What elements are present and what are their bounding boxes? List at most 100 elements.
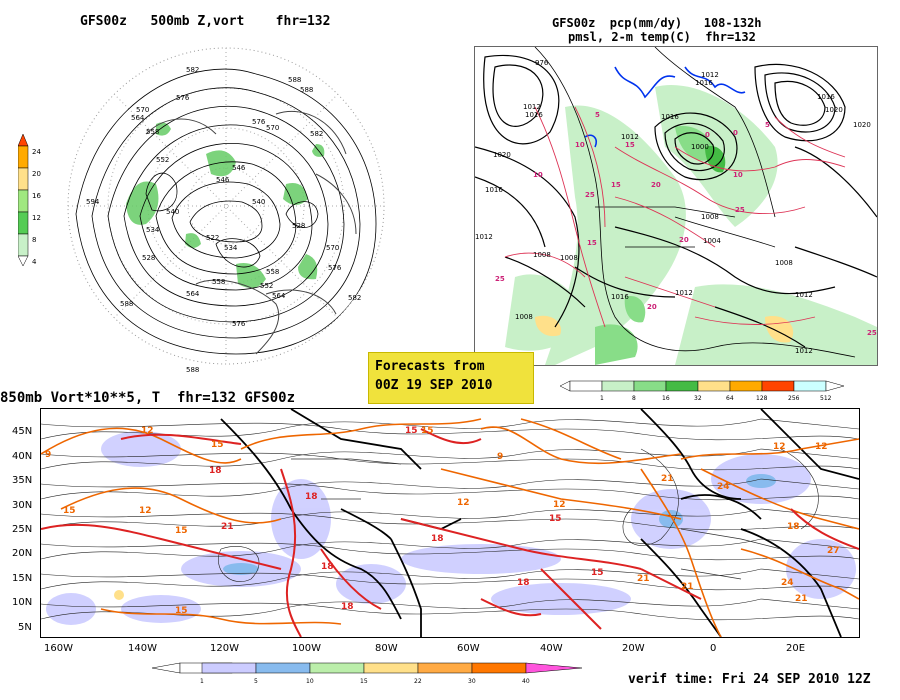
svg-text:21: 21 [661, 474, 674, 484]
pcp-map-svg: 976 1012 1016 1020 1016 1012 1008 1008 1… [475, 47, 877, 365]
contour-label: 546 [232, 164, 246, 172]
lon-label: 140W [128, 643, 157, 654]
svg-text:18: 18 [305, 492, 318, 502]
cb500-label-20: 20 [32, 170, 41, 178]
temp-contours [504, 106, 846, 328]
svg-text:25: 25 [585, 191, 595, 199]
panel-850mb-colorbar: 1 5 10 15 22 30 40 [150, 662, 590, 686]
contour-label: 528 [292, 222, 305, 230]
contour-label: 576 [232, 320, 246, 328]
svg-text:15: 15 [63, 506, 76, 516]
contour-label: 582 [186, 66, 199, 74]
contour-label: 558 [146, 128, 159, 136]
svg-text:15: 15 [211, 440, 224, 450]
contour-label: 552 [156, 156, 169, 164]
svg-text:12: 12 [457, 498, 470, 508]
contour-label: 582 [348, 294, 361, 302]
svg-text:18: 18 [321, 562, 334, 572]
lon-label: 20W [622, 643, 645, 654]
temp-labels-850: 9 12 15 18 15 21 18 12 15 18 15 12 9 15 … [45, 426, 840, 616]
lon-label: 60W [457, 643, 480, 654]
contour-label: 570 [326, 244, 339, 252]
svg-text:1000: 1000 [691, 143, 709, 151]
cbpcp-label: 32 [694, 395, 702, 402]
temp-contours-orange [41, 418, 859, 637]
svg-text:1016: 1016 [485, 186, 503, 194]
cb850-label: 10 [306, 678, 314, 685]
cb850-label: 15 [360, 678, 368, 685]
cbpcp-label: 64 [726, 395, 734, 402]
colorbar-pcp-svg: 1 8 16 32 64 128 256 512 [559, 380, 845, 402]
svg-text:18: 18 [431, 534, 444, 544]
svg-text:10: 10 [575, 141, 585, 149]
contour-label: 588 [300, 86, 313, 94]
vort-shading-max [114, 590, 124, 600]
panel-pcp-map: 976 1012 1016 1020 1016 1012 1008 1008 1… [474, 46, 878, 366]
svg-text:20: 20 [679, 236, 689, 244]
cb850-label: 22 [414, 678, 422, 685]
svg-text:18: 18 [209, 466, 222, 476]
contour-label: 588 [186, 366, 199, 374]
svg-text:1012: 1012 [795, 291, 813, 299]
contour-label: 558 [212, 278, 225, 286]
svg-text:1008: 1008 [515, 313, 533, 321]
svg-text:25: 25 [495, 275, 505, 283]
svg-text:0: 0 [733, 129, 738, 137]
contour-label: 576 [252, 118, 266, 126]
colorbar-500mb-tip [17, 133, 29, 147]
contour-label: 588 [288, 76, 301, 84]
svg-text:1008: 1008 [533, 251, 551, 259]
svg-text:25: 25 [867, 329, 877, 337]
svg-text:1016: 1016 [611, 293, 629, 301]
contour-label: 546 [216, 176, 230, 184]
svg-text:1020: 1020 [853, 121, 871, 129]
svg-text:18: 18 [787, 522, 800, 532]
contour-label: 528 [142, 254, 155, 262]
pcp-coastlines [534, 47, 856, 358]
lat-label: 5N [18, 622, 32, 633]
svg-text:5: 5 [765, 121, 770, 129]
panel-850mb-title: 850mb Vort*10**5, T fhr=132 GFS00z [0, 390, 296, 406]
temp-labels: 5 10 15 20 25 25 10 15 20 25 0 0 5 10 15… [495, 111, 877, 337]
svg-text:1012: 1012 [475, 233, 493, 241]
svg-text:27: 27 [827, 546, 840, 556]
contour-label: 576 [328, 264, 342, 272]
svg-text:1004: 1004 [703, 237, 721, 245]
svg-text:15: 15 [405, 426, 418, 436]
svg-text:9: 9 [45, 450, 51, 460]
colorbar-850-svg: 1 5 10 15 22 30 40 [151, 662, 583, 685]
height-contours [75, 68, 377, 355]
contour-labels: 582 588 576 570 564 558 552 546 540 534 … [86, 66, 361, 374]
contour-label: 534 [146, 226, 160, 234]
svg-text:1008: 1008 [560, 254, 578, 262]
lon-label: 160W [44, 643, 73, 654]
svg-text:1008: 1008 [701, 213, 719, 221]
svg-text:1012: 1012 [795, 347, 813, 355]
svg-text:15: 15 [591, 568, 604, 578]
contour-label: 576 [176, 94, 190, 102]
cb500-label-16: 16 [32, 192, 41, 200]
svg-text:21: 21 [681, 582, 694, 592]
svg-text:18: 18 [341, 602, 354, 612]
lat-label: 40N [12, 451, 33, 462]
panel-850mb-map: 9 12 15 18 15 21 18 12 15 18 15 12 9 15 … [40, 408, 860, 638]
borders [291, 458, 782, 580]
cbpcp-label: 16 [662, 395, 670, 402]
svg-text:1012: 1012 [523, 103, 541, 111]
polar-map-svg: 582 588 576 570 564 558 552 546 540 534 … [67, 47, 385, 374]
svg-text:15: 15 [611, 181, 621, 189]
vort-shading [46, 431, 856, 625]
continent-outlines [145, 110, 357, 355]
svg-text:12: 12 [139, 506, 152, 516]
cbpcp-label: 1 [600, 395, 604, 402]
svg-text:15: 15 [625, 141, 635, 149]
contour-label: 588 [120, 300, 133, 308]
contour-label: 564 [186, 290, 200, 298]
svg-text:15: 15 [587, 239, 597, 247]
forecast-info-box: Forecasts from 00Z 19 SEP 2010 [368, 352, 534, 404]
forecast-line-2: 00Z 19 SEP 2010 [375, 378, 493, 393]
contour-label: 564 [131, 114, 145, 122]
lon-label: 120W [210, 643, 239, 654]
contour-label: 558 [266, 268, 279, 276]
vorticity-patches [126, 122, 325, 288]
